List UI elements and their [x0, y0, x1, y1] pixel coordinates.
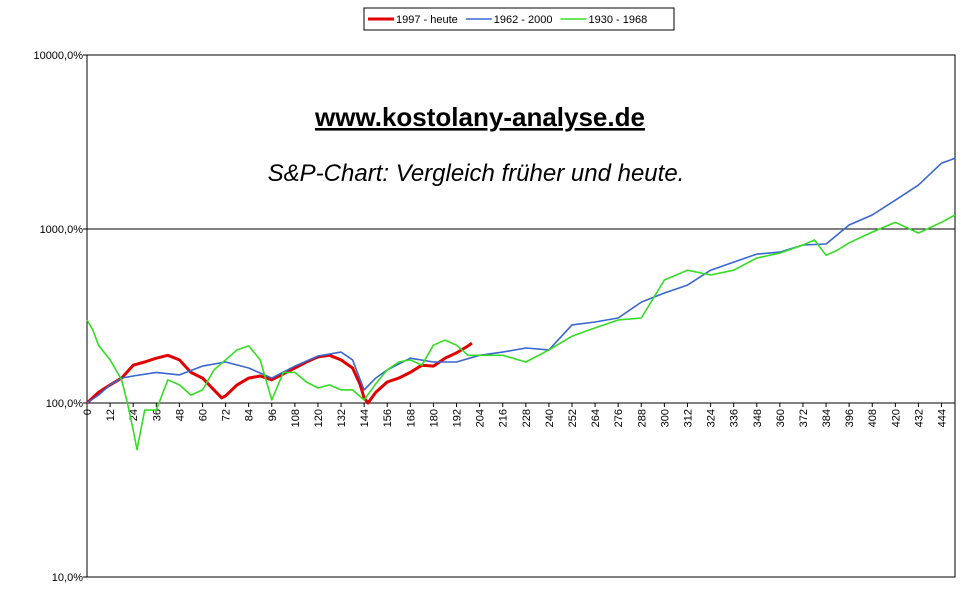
x-tick-label: 108 [290, 409, 302, 427]
y-tick-label: 10,0% [52, 572, 83, 584]
y-tick-label: 100,0% [46, 398, 84, 410]
legend-label: 1962 - 2000 [494, 14, 553, 26]
x-tick-label: 360 [775, 409, 787, 427]
x-tick-label: 372 [798, 409, 810, 427]
x-tick-label: 336 [729, 409, 741, 427]
x-tick-label: 192 [452, 409, 464, 427]
x-tick-label: 288 [636, 409, 648, 427]
x-tick-label: 96 [267, 409, 279, 421]
x-tick-label: 132 [336, 409, 348, 427]
x-tick-label: 384 [821, 409, 833, 427]
x-tick-label: 0 [82, 409, 94, 415]
x-tick-label: 228 [521, 409, 533, 427]
x-tick-label: 156 [382, 409, 394, 427]
x-tick-label: 180 [428, 409, 440, 427]
x-tick-label: 432 [913, 409, 925, 427]
x-tick-label: 396 [844, 409, 856, 427]
legend-box [363, 7, 675, 31]
x-tick-label: 84 [244, 409, 256, 421]
y-tick-label: 1000,0% [40, 224, 84, 236]
x-tick-label: 36 [151, 409, 163, 421]
x-tick-label: 408 [867, 409, 879, 427]
line-series [86, 214, 956, 451]
x-tick-label: 240 [544, 409, 556, 427]
y-tick-label: 10000,0% [33, 50, 83, 62]
x-tick-label: 120 [313, 409, 325, 427]
x-tick-label: 204 [475, 409, 487, 427]
x-tick-label: 444 [937, 409, 949, 427]
plot-area [86, 54, 956, 578]
x-tick-label: 216 [498, 409, 510, 427]
x-tick-label: 300 [659, 409, 671, 427]
x-tick-label: 48 [174, 409, 186, 421]
x-tick-label: 420 [890, 409, 902, 427]
x-tick-label: 168 [405, 409, 417, 427]
x-tick-label: 72 [221, 409, 233, 421]
x-tick-label: 144 [359, 409, 371, 427]
line-series [85, 341, 473, 405]
x-tick-label: 264 [590, 409, 602, 427]
x-tick-label: 276 [613, 409, 625, 427]
x-tick-label: 12 [105, 409, 117, 421]
x-tick-label: 252 [567, 409, 579, 427]
x-tick-label: 312 [682, 409, 694, 427]
legend-label: 1997 - heute [396, 14, 458, 26]
x-tick-label: 60 [197, 409, 209, 421]
x-tick-label: 324 [706, 409, 718, 427]
chart-subtitle: S&P-Chart: Vergleich früher und heute. [268, 160, 685, 187]
legend-label: 1930 - 1968 [589, 14, 648, 26]
x-tick-label: 348 [752, 409, 764, 427]
chart-title: www.kostolany-analyse.de [314, 102, 645, 132]
